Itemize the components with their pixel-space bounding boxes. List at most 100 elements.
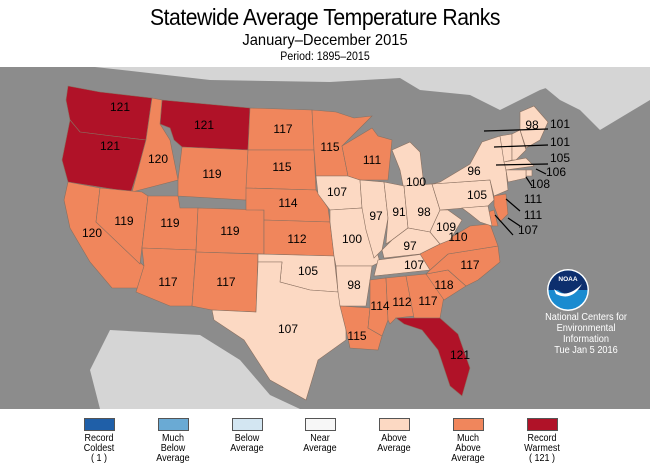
legend-label: Below Average — [230, 433, 264, 454]
legend-swatch — [157, 418, 189, 431]
state-va — [419, 223, 499, 271]
state-nh — [511, 129, 527, 161]
rank-label-ct: 108 — [530, 177, 550, 191]
legend: Record Coldest ( 1 ) Much Below Average Be… — [0, 418, 650, 475]
legend-swatch — [378, 418, 410, 431]
credit-date: Tue Jan 5 2016 — [554, 345, 618, 356]
rank-label-id: 120 — [148, 152, 168, 166]
rank-label-ok: 105 — [298, 264, 318, 278]
rank-label-in: 91 — [392, 205, 406, 219]
us-state-map: 121 121 121 120 120 119 119 119 119 117 117 117 115 1… — [0, 67, 650, 409]
noaa-logo-text: NOAA — [558, 276, 577, 283]
rank-label-mi: 100 — [406, 175, 426, 189]
legend-swatch — [526, 418, 558, 431]
rank-label-ar: 98 — [347, 278, 361, 292]
rank-label-tx: 107 — [278, 322, 298, 336]
legend-item-much-below: Much Below Average — [143, 418, 203, 464]
rank-label-ky: 97 — [403, 239, 417, 253]
rank-label-nj: 111 — [524, 192, 543, 206]
legend-item-much-above: Much Above Average — [438, 418, 498, 464]
map-title: Statewide Average Temperature Ranks — [149, 4, 501, 30]
rank-label-wy: 119 — [202, 167, 221, 181]
state-tx — [211, 261, 347, 401]
rank-label-nc: 117 — [460, 258, 479, 272]
rank-label-pa: 105 — [467, 188, 487, 202]
legend-label: Near Average — [303, 433, 337, 454]
leader-line-ct — [525, 176, 533, 187]
noaa-logo: NOAA — [546, 268, 590, 312]
rank-label-wa: 121 — [110, 100, 130, 114]
credit-line-1: National Centers for — [545, 312, 627, 323]
state-ny — [431, 135, 509, 197]
legend-swatch — [452, 418, 484, 431]
state-id — [131, 97, 179, 193]
rank-label-ms: 114 — [370, 299, 389, 313]
legend-swatch — [83, 418, 115, 431]
legend-swatch — [231, 418, 263, 431]
leader-line-ma — [495, 163, 549, 166]
rank-label-mt: 121 — [194, 118, 214, 132]
canada-east-land — [520, 67, 650, 130]
rank-label-vt: 101 — [550, 117, 570, 131]
legend-item-record-warmest: Record Warmest ( 121 ) — [512, 418, 572, 464]
rank-label-nv: 119 — [114, 214, 133, 228]
state-wy — [177, 146, 249, 201]
legend-swatch — [304, 418, 336, 431]
rank-label-ri: 106 — [546, 165, 566, 179]
credit-block: National Centers for Environmental Infor… — [526, 312, 646, 356]
rank-label-il: 97 — [369, 209, 383, 223]
rank-label-az: 117 — [158, 275, 177, 289]
legend-label: Record Warmest ( 121 ) — [524, 433, 560, 464]
rank-label-fl: 121 — [450, 348, 470, 362]
state-az — [135, 247, 197, 307]
state-md — [461, 205, 493, 227]
rank-label-nm: 117 — [216, 275, 235, 289]
leader-line-nj — [505, 198, 521, 212]
rank-label-ma: 105 — [550, 151, 570, 165]
canada-land — [95, 67, 570, 110]
legend-label: Record Coldest ( 1 ) — [83, 433, 115, 464]
rank-label-md: 107 — [518, 223, 538, 237]
rank-label-oh: 98 — [417, 205, 431, 219]
credit-line-2: Environmental — [556, 323, 616, 334]
state-ri — [525, 169, 533, 177]
rank-label-wi: 111 — [363, 153, 382, 167]
rank-label-mo: 100 — [342, 232, 362, 246]
state-nc — [425, 245, 501, 287]
rank-label-ks: 112 — [287, 232, 306, 246]
rank-label-sc: 118 — [434, 278, 453, 292]
map-subtitle: January–December 2015 — [242, 32, 408, 49]
rank-label-ga: 117 — [418, 294, 437, 308]
state-ar — [335, 265, 373, 307]
period-label: Period: 1895–2015 — [280, 51, 370, 63]
rank-label-ut: 119 — [160, 216, 179, 230]
leader-line-nh — [493, 144, 549, 148]
state-fl — [395, 317, 471, 397]
rank-label-tn: 107 — [404, 258, 424, 272]
rank-label-sd: 115 — [272, 160, 291, 174]
state-wi — [341, 127, 393, 181]
legend-item-below: Below Average — [217, 418, 277, 454]
rank-label-va: 110 — [448, 230, 467, 244]
legend-item-record-coldest: Record Coldest ( 1 ) — [69, 418, 129, 464]
state-nj — [493, 193, 509, 223]
legend-label: Much Below Average — [156, 433, 190, 464]
rank-label-ia: 107 — [327, 185, 347, 199]
rank-label-or: 121 — [100, 139, 120, 153]
mexico-land — [90, 330, 300, 409]
legend-item-near: Near Average — [290, 418, 350, 454]
leader-line-vt — [483, 128, 549, 132]
leader-line-ri — [535, 168, 547, 175]
legend-item-above: Above Average — [364, 418, 424, 454]
credit-line-3: Information — [562, 334, 610, 345]
rank-label-me: 98 — [525, 118, 539, 132]
legend-label: Much Above Average — [451, 433, 485, 464]
leader-line-de — [507, 217, 521, 227]
rank-label-nd: 117 — [273, 122, 292, 136]
leader-line-md — [494, 214, 514, 236]
legend-label: Above Average — [377, 433, 411, 454]
rank-label-al: 112 — [392, 295, 411, 309]
rank-label-wv: 109 — [436, 220, 456, 234]
rank-label-nh: 101 — [550, 135, 570, 149]
rank-label-ny: 96 — [467, 164, 481, 178]
